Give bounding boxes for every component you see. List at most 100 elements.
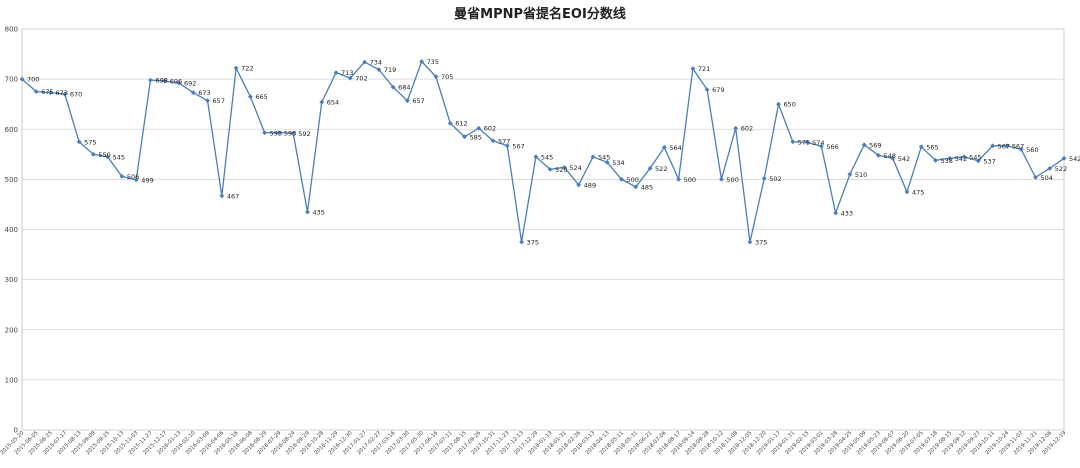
data-point: [519, 239, 524, 245]
data-point: [690, 66, 696, 71]
data-point: [661, 144, 667, 150]
y-tick-label: 800: [5, 26, 18, 34]
data-point: [276, 130, 282, 136]
data-label: 485: [641, 183, 653, 191]
data-label: 675: [41, 88, 53, 96]
data-point: [247, 94, 253, 100]
data-label: 435: [312, 208, 324, 216]
y-tick-label: 100: [5, 376, 18, 384]
data-label: 735: [427, 58, 439, 66]
data-point: [90, 151, 96, 157]
data-point: [647, 165, 653, 171]
data-label: 538: [941, 157, 953, 165]
data-label: 560: [1026, 146, 1038, 154]
data-label: 670: [70, 91, 82, 99]
data-point: [219, 193, 225, 199]
data-point: [1018, 146, 1024, 152]
data-point: [419, 59, 425, 64]
data-label: 574: [812, 139, 824, 147]
data-point: [790, 139, 796, 145]
data-label: 673: [56, 89, 68, 97]
data-point: [233, 65, 239, 71]
y-tick-label: 500: [5, 176, 18, 184]
data-label: 542: [955, 155, 967, 163]
data-point: [747, 239, 753, 245]
data-point: [190, 90, 196, 96]
data-point: [733, 125, 739, 131]
data-label: 585: [469, 133, 481, 141]
data-label: 537: [983, 157, 995, 165]
data-point: [890, 155, 896, 161]
data-point: [719, 176, 724, 182]
data-label: 700: [27, 76, 39, 84]
data-point: [704, 87, 710, 93]
data-label: 510: [855, 171, 867, 179]
data-label: 506: [127, 173, 139, 181]
data-label: 721: [698, 65, 710, 73]
data-label: 504: [1040, 174, 1052, 182]
data-label: 602: [741, 125, 753, 133]
data-label: 467: [227, 192, 239, 200]
data-label: 696: [170, 78, 182, 86]
data-label: 734: [370, 59, 382, 67]
data-label: 665: [255, 93, 267, 101]
y-tick-label: 600: [5, 126, 18, 134]
data-label: 692: [184, 80, 196, 88]
y-tick-label: 300: [5, 276, 18, 284]
data-label: 698: [155, 77, 167, 85]
data-point: [776, 101, 781, 107]
data-label: 650: [784, 101, 796, 109]
data-label: 545: [113, 153, 125, 161]
data-point: [305, 209, 310, 215]
data-point: [19, 76, 25, 82]
data-label: 499: [141, 176, 153, 184]
data-label: 548: [883, 152, 895, 160]
data-point: [562, 164, 567, 170]
data-point: [404, 98, 410, 104]
data-label: 593: [284, 129, 296, 137]
data-point: [619, 176, 624, 182]
data-label: 542: [898, 155, 910, 163]
data-point: [633, 184, 639, 190]
data-point: [1047, 165, 1053, 171]
data-point: [676, 176, 682, 182]
data-point: [162, 78, 168, 84]
data-label: 565: [926, 143, 938, 151]
data-label: 684: [398, 84, 410, 92]
data-label: 520: [555, 166, 567, 174]
data-point: [447, 120, 453, 126]
data-point: [576, 182, 582, 188]
data-label: 522: [1055, 165, 1067, 173]
data-label: 567: [1012, 142, 1024, 150]
data-label: 500: [684, 176, 696, 184]
y-tick-label: 700: [5, 76, 18, 84]
data-point: [462, 134, 467, 140]
data-point: [761, 175, 767, 181]
data-label: 433: [841, 209, 853, 217]
data-point: [847, 171, 853, 177]
data-label: 567: [998, 142, 1010, 150]
data-label: 713: [341, 69, 353, 77]
data-point: [290, 130, 296, 136]
data-label: 534: [612, 159, 624, 167]
data-point: [975, 158, 981, 164]
data-label: 705: [441, 73, 453, 81]
data-point: [119, 173, 125, 179]
data-label: 567: [512, 142, 524, 150]
data-label: 657: [213, 97, 225, 105]
data-label: 566: [826, 143, 838, 151]
data-label: 489: [584, 181, 596, 189]
data-point: [547, 166, 553, 172]
data-label: 550: [98, 151, 110, 159]
data-label: 545: [598, 153, 610, 161]
data-point: [62, 91, 68, 97]
data-point: [876, 152, 881, 158]
data-label: 502: [769, 175, 781, 183]
data-point: [76, 139, 82, 145]
data-label: 679: [712, 86, 724, 94]
data-label: 577: [498, 137, 510, 145]
data-point: [347, 75, 353, 81]
series-line: [21, 60, 1065, 243]
data-point: [961, 154, 967, 160]
data-point: [433, 74, 439, 80]
